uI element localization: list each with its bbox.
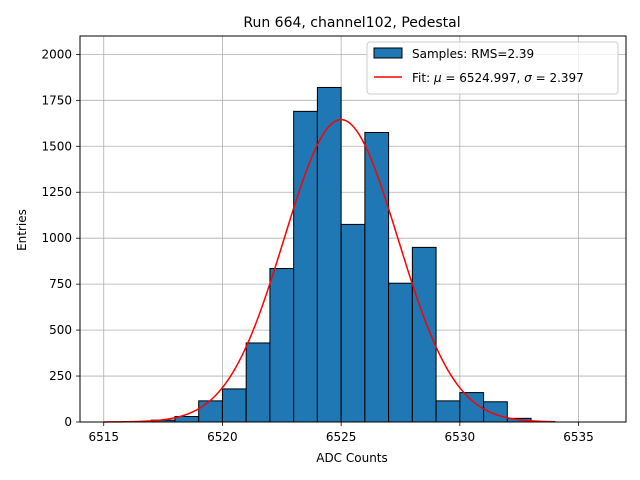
y-tick-label: 750	[49, 277, 72, 291]
histogram-bar	[198, 400, 223, 423]
y-tick-label: 0	[64, 415, 72, 429]
legend-histogram-label: Samples: RMS=2.39	[412, 47, 534, 61]
legend-fit-mu: μ	[433, 71, 442, 85]
histogram-bar	[411, 246, 437, 423]
legend-fit-mid: = 6524.997,	[442, 71, 525, 85]
legend-fit-label: Fit: μ = 6524.997, σ = 2.397	[412, 71, 584, 85]
legend-box	[366, 41, 619, 95]
x-tick-label: 6520	[207, 430, 238, 444]
histogram-bar	[340, 223, 366, 423]
y-tick-label: 1750	[41, 93, 72, 107]
histogram-bar	[269, 268, 295, 423]
histogram-bar	[435, 400, 461, 423]
histogram-bar	[245, 342, 271, 423]
legend-fit-suffix: = 2.397	[532, 71, 584, 85]
histogram-bar	[221, 388, 247, 423]
y-tick-label: 500	[49, 323, 72, 337]
x-tick-label: 6530	[445, 430, 476, 444]
fit-curve-layer	[103, 118, 555, 423]
y-tick-label: 1250	[41, 185, 72, 199]
y-tick-label: 250	[49, 369, 72, 383]
histogram-bars	[126, 86, 556, 423]
legend-histogram-swatch	[373, 47, 403, 59]
legend-fit-prefix: Fit:	[412, 71, 434, 85]
x-tick-label: 6515	[88, 430, 119, 444]
plot-frame	[79, 35, 627, 423]
histogram-bar	[293, 110, 318, 423]
y-tick-label: 1500	[41, 139, 72, 153]
y-axis-ticks: 0 250 500 750 1000 1250 1500 1750 2000	[41, 47, 80, 429]
y-axis-label: Entries	[15, 209, 29, 251]
chart-title: Run 664, channel102, Pedestal	[243, 15, 460, 31]
legend-fit-sigma: σ	[524, 71, 532, 85]
x-tick-label: 6535	[563, 430, 594, 444]
histogram-bar	[388, 282, 413, 423]
y-tick-label: 2000	[41, 47, 72, 61]
fit-curve	[103, 118, 555, 423]
histogram-bar	[364, 132, 390, 423]
y-tick-label: 1000	[41, 231, 72, 245]
x-axis-ticks: 6515 6520 6525 6530 6535	[88, 422, 594, 444]
histogram-bar	[483, 401, 508, 423]
x-axis-label: ADC Counts	[316, 451, 388, 465]
x-tick-label: 6525	[326, 430, 357, 444]
legend: Samples: RMS=2.39 Fit: μ = 6524.997, σ =…	[366, 41, 619, 95]
